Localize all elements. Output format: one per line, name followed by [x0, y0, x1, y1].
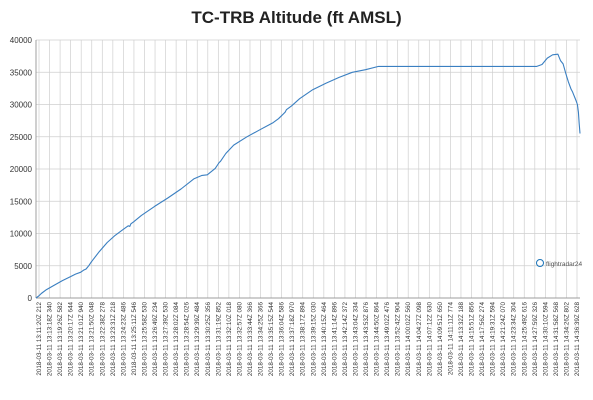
- x-tick-label: 2018-03-11 13:35:15Z 544: [268, 302, 275, 377]
- x-tick-label: 2018-03-11 13:32:57Z 080: [236, 302, 243, 377]
- x-tick-label: 2018-03-11 14:36:39Z 628: [574, 302, 581, 377]
- x-tick-label: 2018-03-11 13:28:02Z 084: [173, 302, 180, 377]
- x-tick-label: 2018-03-11 13:43:04Z 334: [352, 302, 359, 377]
- x-tick-label: 2018-03-11 13:41:14Z 896: [331, 302, 338, 377]
- flightradar24-logo-icon: [536, 259, 544, 267]
- x-tick-label: 2018-03-11 14:34:26Z 802: [563, 302, 570, 377]
- x-tick-label: 2018-03-11 13:36:04Z 586: [279, 302, 286, 377]
- y-tick-label: 40000: [10, 36, 33, 45]
- chart-title: TC-TRB Altitude (ft AMSL): [191, 8, 402, 27]
- watermark-text: flightradar24: [546, 261, 583, 268]
- x-tick-label: 2018-03-11 13:19:26Z 582: [57, 302, 64, 377]
- x-tick-label: 2018-03-11 13:29:39Z 484: [194, 302, 201, 377]
- x-tick-label: 2018-03-11 14:04:27Z 098: [416, 302, 423, 377]
- y-tick-label: 20000: [10, 165, 33, 174]
- x-tick-label: 2018-03-11 13:37:18Z 970: [289, 302, 296, 377]
- x-tick-label: 2018-03-11 13:38:17Z 894: [300, 302, 307, 377]
- x-tick-label: 2018-03-11 13:28:54Z 026: [184, 302, 191, 377]
- x-tick-label: 2018-03-11 13:25:58Z 530: [141, 302, 148, 377]
- x-tick-label: 2018-03-11 13:34:25Z 366: [258, 302, 265, 377]
- x-tick-label: 2018-03-11 13:22:38Z 278: [99, 302, 106, 377]
- y-tick-label: 10000: [10, 230, 33, 239]
- x-tick-label: 2018-03-11 14:25:49Z 616: [521, 302, 528, 377]
- x-tick-label: 2018-03-11 14:27:59Z 326: [532, 302, 539, 377]
- x-tick-label: 2018-03-11 14:19:31Z 594: [490, 302, 497, 377]
- flightradar24-watermark: flightradar24: [536, 259, 582, 268]
- y-tick-label: 5000: [14, 262, 32, 271]
- y-tick-labels: 0 5000 10000 15000 20000 25000 30000 35000 40000: [10, 36, 33, 303]
- x-tick-label: 2018-03-11 13:24:23Z 486: [120, 302, 127, 377]
- y-tick-label: 25000: [10, 133, 33, 142]
- x-tick-label: 2018-03-11 13:21:01Z 940: [78, 302, 85, 377]
- x-tick-label: 2018-03-11 13:49:02Z 476: [384, 302, 391, 377]
- x-tick-label: 2018-03-11 14:00:02Z 560: [405, 302, 412, 377]
- x-tick-label: 2018-03-11 13:31:19Z 852: [215, 302, 222, 377]
- x-tick-label: 2018-03-11 14:30:10Z 594: [542, 302, 549, 377]
- x-tick-label: 2018-03-11 14:31:58Z 568: [553, 302, 560, 377]
- x-tick-label: 2018-03-11 14:21:24Z 070: [500, 302, 507, 377]
- y-tick-label: 30000: [10, 101, 33, 110]
- y-tick-label: 35000: [10, 68, 33, 77]
- x-tick-label: 2018-03-11 13:33:44Z 366: [247, 302, 254, 377]
- x-tick-labels: 2018-03-11 13:11:20Z 212 2018-03-11 13:13…: [36, 302, 581, 377]
- x-tick-label: 2018-03-11 13:43:53Z 876: [363, 302, 370, 377]
- grid-lines: [36, 39, 580, 299]
- x-tick-label: 2018-03-11 13:42:14Z 372: [342, 302, 349, 377]
- altitude-series-line: [35, 53, 581, 299]
- x-tick-label: 2018-03-11 13:21:50Z 048: [89, 302, 96, 377]
- x-tick-label: 2018-03-11 13:11:20Z 212: [36, 302, 43, 376]
- x-tick-label: 2018-03-11 13:23:31Z 218: [110, 302, 117, 377]
- y-tick-label: 0: [28, 294, 33, 303]
- x-tick-label: 2018-03-11 14:23:34Z 304: [511, 302, 518, 377]
- x-tick-label: 2018-03-11 14:11:11Z 774: [447, 302, 454, 376]
- x-tick-label: 2018-03-11 14:17:56Z 274: [479, 302, 486, 377]
- x-tick-label: 2018-03-11 14:09:51Z 650: [437, 302, 444, 377]
- x-tick-label: 2018-03-11 13:30:25Z 356: [205, 302, 212, 377]
- x-tick-label: 2018-03-11 13:32:10Z 018: [226, 302, 233, 377]
- x-tick-label: 2018-03-11 14:13:32Z 188: [458, 302, 465, 377]
- x-tick-label: 2018-03-11 13:44:50Z 864: [374, 302, 381, 377]
- x-tick-label: 2018-03-11 14:15:51Z 856: [469, 302, 476, 377]
- x-tick-label: 2018-03-11 13:40:15Z 464: [321, 302, 328, 377]
- x-tick-label: 2018-03-11 13:13:18Z 340: [47, 302, 54, 377]
- y-tick-label: 15000: [10, 197, 33, 206]
- x-tick-label: 2018-03-11 13:27:39Z 530: [163, 302, 170, 377]
- series-lines: [35, 53, 581, 299]
- x-tick-label: 2018-03-11 13:20:17Z 644: [68, 302, 75, 377]
- x-tick-label: 2018-03-11 13:25:11Z 546: [131, 302, 138, 376]
- x-tick-label: 2018-03-11 13:26:49Z 234: [152, 302, 159, 377]
- x-tick-label: 2018-03-11 14:07:12Z 630: [426, 302, 433, 377]
- x-tick-label: 2018-03-11 13:39:15Z 030: [310, 302, 317, 377]
- x-tick-label: 2018-03-11 13:52:42Z 904: [395, 302, 402, 377]
- axes: [35, 40, 580, 299]
